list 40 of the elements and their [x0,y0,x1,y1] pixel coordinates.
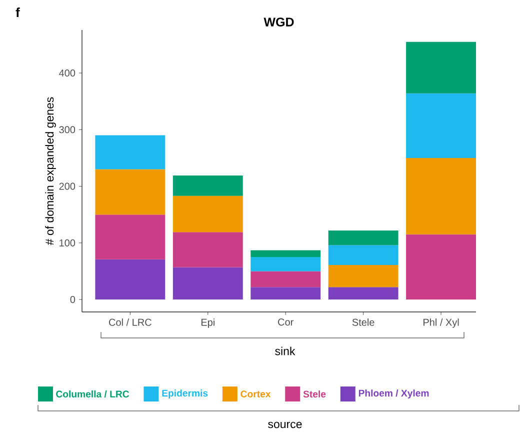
bar [172,232,243,268]
bar [172,196,243,232]
text: f [16,8,20,17]
bar [328,287,398,300]
y-tick-label: 100 [60,239,76,246]
bar [172,267,243,300]
x-tick-label: Col / LRC [109,318,152,326]
legend-label: Cortex [240,390,271,398]
x-tick-label: Phl / Xyl [424,318,459,328]
legend-label: Epidermis [162,390,208,398]
bar [328,245,398,265]
bar [406,93,476,158]
x-tick-label: Cor [278,318,294,326]
bar [406,42,476,94]
bar [95,169,166,215]
y-tick-label: 400 [59,69,76,77]
bar [328,264,398,288]
chart-title: WGD [264,18,294,26]
bar [95,214,166,260]
bar [250,257,321,272]
bar [95,259,166,300]
bar [95,135,166,170]
legend-label: Phloem / Xylem [358,390,429,398]
bar [328,230,398,246]
legend-title: source [268,422,302,428]
x-tick-label: Epi [201,318,214,328]
y-tick-label: 0 [70,296,76,304]
legend-label: Columella / LRC [56,390,130,398]
y-tick-label: 300 [59,126,76,134]
bar [406,234,476,300]
x-tick-label: Stele [352,318,374,326]
bar [172,176,243,196]
bar [250,250,321,258]
y-axis-title: # of domain expanded genes [45,97,56,246]
bar [250,287,321,300]
bar [250,271,321,288]
x-axis-title: sink [275,346,296,356]
y-tick-label: 200 [59,182,76,190]
legend-label: Stele [303,390,326,398]
bar [406,158,476,234]
